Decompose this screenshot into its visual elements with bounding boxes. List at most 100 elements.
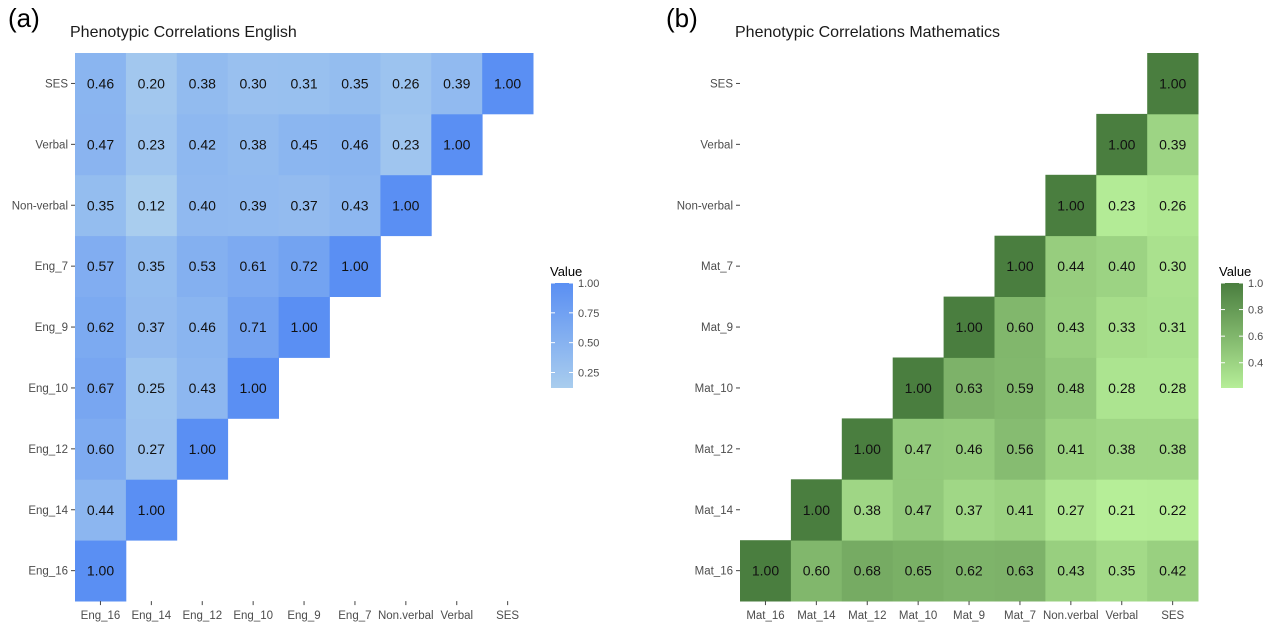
cell-value-label: 0.63 bbox=[955, 380, 982, 396]
heatmap-cell bbox=[380, 113, 432, 176]
heatmap-cell bbox=[125, 113, 178, 176]
heatmap-cell bbox=[227, 113, 279, 176]
cell-value-label: 0.41 bbox=[1006, 502, 1033, 518]
heatmap-cell bbox=[329, 174, 381, 237]
cell-value-label: 0.48 bbox=[1057, 380, 1084, 396]
cell-value-label: 0.35 bbox=[1108, 563, 1135, 579]
cell-value-label: 0.42 bbox=[1159, 563, 1186, 579]
cell-value-label: 0.60 bbox=[803, 563, 830, 579]
heatmap-cell bbox=[994, 296, 1046, 358]
heatmap-cell bbox=[176, 235, 229, 297]
heatmap-cell bbox=[125, 357, 178, 419]
cell-value-label: 0.42 bbox=[189, 136, 216, 152]
heatmap-cell bbox=[1096, 113, 1148, 176]
heatmap-cell bbox=[943, 418, 995, 480]
heatmap-english: 1.00 0.44 1.00 0.60 0.27 1.00 0.67 0.25 0.43 1.00… bbox=[12, 53, 534, 622]
legend-tick-label: 0.4 bbox=[1248, 358, 1263, 370]
heatmap-cell bbox=[75, 357, 127, 419]
cell-value-label: 0.61 bbox=[239, 258, 266, 274]
y-axis-tick-label: Eng_9 bbox=[35, 322, 68, 334]
cell-value-label: 1.00 bbox=[752, 563, 779, 579]
cell-value-label: 1.00 bbox=[341, 258, 368, 274]
heatmap-cell bbox=[75, 296, 127, 358]
heatmap-cell bbox=[790, 479, 843, 541]
cell-value-label: 0.63 bbox=[1006, 563, 1033, 579]
panel-english-correlations: (a) Phenotypic Correlations English 1.00… bbox=[8, 3, 599, 622]
y-axis-tick-label: Mat_14 bbox=[695, 505, 734, 517]
heatmap-cell bbox=[75, 235, 127, 297]
cell-value-label: 0.23 bbox=[138, 136, 165, 152]
cell-value-label: 0.53 bbox=[189, 258, 216, 274]
cell-value-label: 1.00 bbox=[392, 197, 419, 213]
cell-value-label: 0.60 bbox=[87, 441, 114, 457]
heatmap-cell bbox=[1096, 235, 1148, 297]
heatmap-cell bbox=[482, 53, 534, 115]
cell-value-label: 0.46 bbox=[341, 136, 368, 152]
heatmap-cell bbox=[943, 296, 995, 358]
heatmap-cell bbox=[380, 174, 432, 237]
cell-value-label: 0.47 bbox=[87, 136, 114, 152]
cell-value-label: 0.27 bbox=[138, 441, 165, 457]
cell-value-label: 0.43 bbox=[1057, 563, 1084, 579]
chart-title-english: Phenotypic Correlations English bbox=[70, 24, 297, 41]
legend-mathematics: Value 1.0 0.8 0.6 0.4 bbox=[1219, 264, 1263, 388]
panel-label-a: (a) bbox=[8, 3, 40, 33]
heatmap-cell bbox=[278, 53, 330, 115]
y-axis-tick-label: Eng_12 bbox=[28, 444, 68, 456]
cell-value-label: 0.37 bbox=[290, 197, 317, 213]
cell-value-label: 0.67 bbox=[87, 380, 114, 396]
cell-value-label: 0.38 bbox=[854, 502, 881, 518]
y-axis-tick-label: Verbal bbox=[700, 139, 733, 151]
heatmap-cell bbox=[176, 418, 229, 480]
cell-value-label: 1.00 bbox=[1006, 258, 1033, 274]
y-axis-tick-label: Mat_16 bbox=[695, 566, 733, 578]
cell-value-label: 0.46 bbox=[189, 319, 216, 335]
y-axis-tick-label: Non-verbal bbox=[677, 200, 733, 212]
heatmap-cell bbox=[841, 540, 894, 602]
heatmap-cell bbox=[125, 296, 178, 358]
cell-value-label: 0.39 bbox=[443, 76, 470, 92]
y-axis-tick-label: Mat_7 bbox=[701, 261, 733, 273]
legend-title-mathematics: Value bbox=[1219, 264, 1251, 279]
heatmap-cell bbox=[1147, 540, 1199, 602]
legend-tick-label: 0.50 bbox=[578, 338, 599, 350]
heatmap-cell bbox=[75, 479, 127, 541]
cell-value-label: 0.71 bbox=[239, 319, 266, 335]
legend-title-english: Value bbox=[550, 264, 582, 279]
cell-value-label: 0.33 bbox=[1108, 319, 1135, 335]
cell-value-label: 0.72 bbox=[290, 258, 317, 274]
heatmap-cell bbox=[227, 53, 279, 115]
heatmap-cell bbox=[431, 53, 483, 115]
x-axis-tick-label: Eng_9 bbox=[287, 610, 320, 622]
legend-tick-label: 1.0 bbox=[1248, 278, 1263, 290]
heatmap-cell bbox=[227, 174, 279, 237]
heatmap-cell bbox=[892, 357, 944, 419]
heatmap-cell bbox=[125, 53, 178, 115]
x-axis-tick-label: Mat_14 bbox=[797, 610, 836, 622]
cell-value-label: 0.46 bbox=[955, 441, 982, 457]
heatmap-cell bbox=[841, 479, 894, 541]
x-axis-tick-label: Mat_9 bbox=[953, 610, 985, 622]
heatmap-cell bbox=[790, 540, 843, 602]
cell-value-label: 1.00 bbox=[955, 319, 982, 335]
cell-value-label: 1.00 bbox=[494, 76, 521, 92]
cell-value-label: 1.00 bbox=[1108, 136, 1135, 152]
y-axis-tick-label: Eng_7 bbox=[35, 261, 68, 273]
heatmap-cell bbox=[1096, 540, 1148, 602]
heatmap-cell bbox=[125, 174, 178, 237]
cell-value-label: 1.00 bbox=[803, 502, 830, 518]
x-axis-tick-label: Mat_12 bbox=[848, 610, 886, 622]
y-axis-tick-label: Eng_10 bbox=[28, 383, 68, 395]
cell-value-label: 0.37 bbox=[955, 502, 982, 518]
cell-value-label: 0.22 bbox=[1159, 502, 1186, 518]
heatmap-cell bbox=[994, 479, 1046, 541]
heatmap-cell bbox=[125, 418, 178, 480]
heatmap-cell bbox=[1147, 53, 1199, 115]
cell-value-label: 0.30 bbox=[1159, 258, 1186, 274]
y-axis-tick-label: Non-verbal bbox=[12, 200, 68, 212]
heatmap-cell bbox=[227, 235, 279, 297]
cell-value-label: 0.68 bbox=[854, 563, 881, 579]
x-axis-tick-label: Non.verbal bbox=[378, 610, 434, 622]
heatmap-cell bbox=[1045, 479, 1097, 541]
cell-value-label: 0.37 bbox=[138, 319, 165, 335]
